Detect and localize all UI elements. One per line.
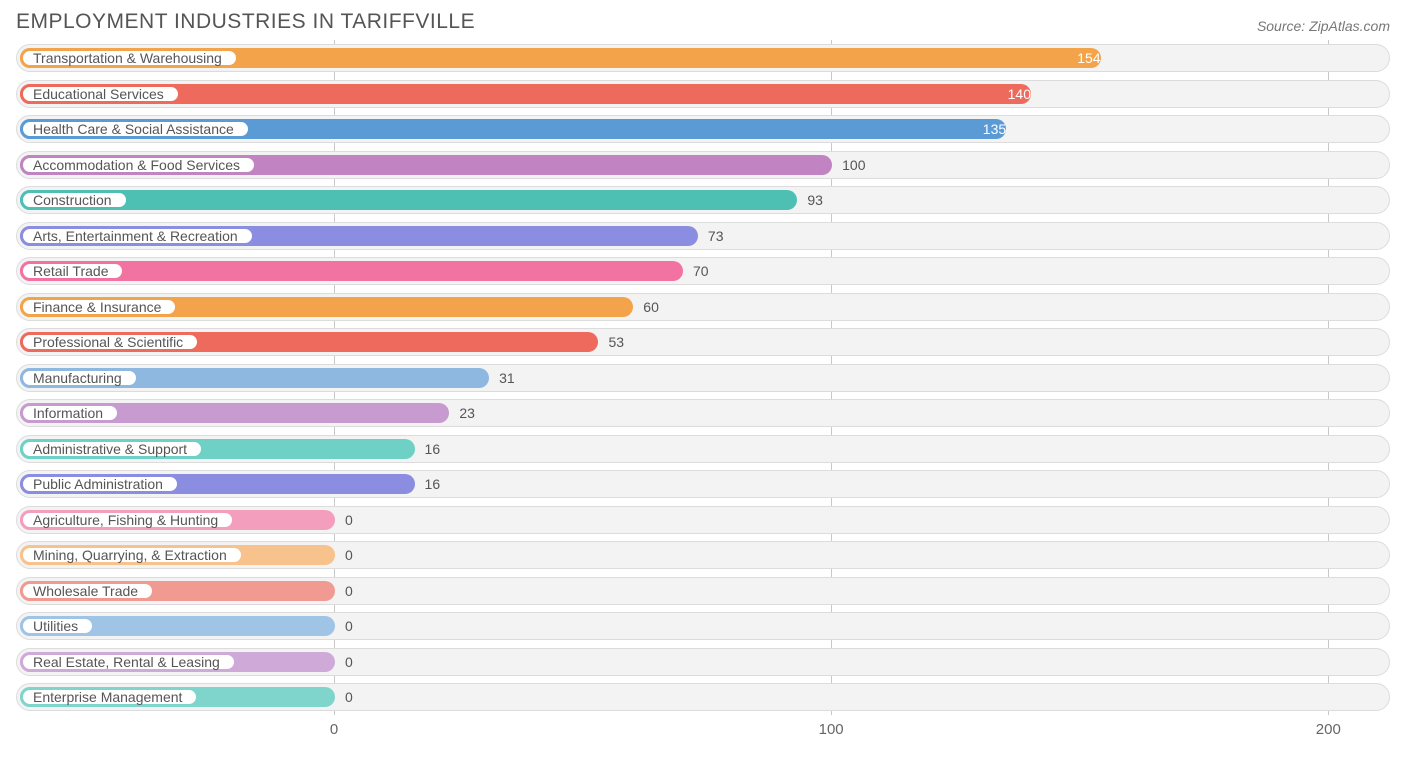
- bar-row: Information 23: [16, 399, 1390, 427]
- bar-value: 60: [643, 294, 659, 320]
- bar-label: Agriculture, Fishing & Hunting: [33, 512, 218, 528]
- bar-value: 154: [20, 45, 1101, 71]
- bar-label: Construction: [33, 192, 112, 208]
- bar-value: 16: [425, 436, 441, 462]
- x-tick: 200: [1316, 721, 1341, 738]
- bar-value: 16: [425, 471, 441, 497]
- bar-value: 73: [708, 223, 724, 249]
- bar-row: Professional & Scientific 53: [16, 328, 1390, 356]
- bar-row: Enterprise Management 0: [16, 683, 1390, 711]
- bar-label-pill: Real Estate, Rental & Leasing: [20, 652, 237, 672]
- bar-row: Construction 93: [16, 186, 1390, 214]
- bar-value: 0: [345, 507, 353, 533]
- bar-value: 0: [345, 578, 353, 604]
- bar-label-pill: Mining, Quarrying, & Extraction: [20, 545, 244, 565]
- bar-value: 70: [693, 258, 709, 284]
- bar-label: Accommodation & Food Services: [33, 157, 240, 173]
- bar-value: 100: [842, 152, 865, 178]
- bar-label: Mining, Quarrying, & Extraction: [33, 547, 227, 563]
- bar-value: 53: [608, 329, 624, 355]
- bar-label-pill: Arts, Entertainment & Recreation: [20, 226, 255, 246]
- chart-area: Transportation & Warehousing154 Education…: [16, 44, 1390, 743]
- bar-row: Retail Trade 70: [16, 257, 1390, 285]
- bar-row: Finance & Insurance 60: [16, 293, 1390, 321]
- bar-label: Real Estate, Rental & Leasing: [33, 654, 220, 670]
- x-tick: 0: [330, 721, 338, 738]
- chart-source: Source: ZipAtlas.com: [1257, 18, 1390, 34]
- x-tick: 100: [819, 721, 844, 738]
- bar-label-pill: Administrative & Support: [20, 439, 204, 459]
- bar-label: Wholesale Trade: [33, 583, 138, 599]
- bar-label-pill: Public Administration: [20, 474, 180, 494]
- bar-row: Administrative & Support 16: [16, 435, 1390, 463]
- bar-row: Educational Services140: [16, 80, 1390, 108]
- bar-row: Real Estate, Rental & Leasing 0: [16, 648, 1390, 676]
- bar-value: 23: [459, 400, 475, 426]
- bar-row: Transportation & Warehousing154: [16, 44, 1390, 72]
- source-name: ZipAtlas.com: [1309, 18, 1390, 34]
- bar-label-pill: Finance & Insurance: [20, 297, 178, 317]
- bar-label: Manufacturing: [33, 370, 122, 386]
- bar-value: 0: [345, 613, 353, 639]
- bar-label-pill: Enterprise Management: [20, 687, 199, 707]
- bar-label-pill: Retail Trade: [20, 261, 125, 281]
- bar-value: 135: [20, 116, 1006, 142]
- bar-label-pill: Manufacturing: [20, 368, 139, 388]
- x-axis: 0 100 200: [16, 719, 1390, 743]
- bar-label: Enterprise Management: [33, 689, 182, 705]
- bar-label: Finance & Insurance: [33, 299, 161, 315]
- bar-label: Information: [33, 405, 103, 421]
- chart-title: EMPLOYMENT INDUSTRIES IN TARIFFVILLE: [16, 10, 475, 34]
- bar-row: Arts, Entertainment & Recreation 73: [16, 222, 1390, 250]
- bar-value: 31: [499, 365, 515, 391]
- bar-row: Accommodation & Food Services 100: [16, 151, 1390, 179]
- bar-row: Wholesale Trade 0: [16, 577, 1390, 605]
- bar-label: Utilities: [33, 618, 78, 634]
- bar-fill: [20, 190, 797, 210]
- bar-value: 140: [20, 81, 1031, 107]
- bar-value: 0: [345, 649, 353, 675]
- bar-row: Utilities 0: [16, 612, 1390, 640]
- bar-label-pill: Agriculture, Fishing & Hunting: [20, 510, 235, 530]
- bar-label: Arts, Entertainment & Recreation: [33, 228, 238, 244]
- bar-label-pill: Utilities: [20, 616, 95, 636]
- bar-row: Mining, Quarrying, & Extraction 0: [16, 541, 1390, 569]
- bar-label-pill: Wholesale Trade: [20, 581, 155, 601]
- bar-label-pill: Information: [20, 403, 120, 423]
- bar-value: 0: [345, 542, 353, 568]
- bar-row: Manufacturing 31: [16, 364, 1390, 392]
- bar-label-pill: Construction: [20, 190, 129, 210]
- bar-label-pill: Professional & Scientific: [20, 332, 200, 352]
- bar-label: Retail Trade: [33, 263, 108, 279]
- bar-label-pill: Accommodation & Food Services: [20, 155, 257, 175]
- bar-row: Health Care & Social Assistance135: [16, 115, 1390, 143]
- bar-row: Public Administration 16: [16, 470, 1390, 498]
- bar-value: 93: [807, 187, 823, 213]
- chart-header: EMPLOYMENT INDUSTRIES IN TARIFFVILLE Sou…: [16, 10, 1390, 34]
- bar-label: Administrative & Support: [33, 441, 187, 457]
- bar-value: 0: [345, 684, 353, 710]
- source-prefix: Source:: [1257, 18, 1309, 34]
- bar-row: Agriculture, Fishing & Hunting 0: [16, 506, 1390, 534]
- bar-label: Professional & Scientific: [33, 334, 183, 350]
- bar-label: Public Administration: [33, 476, 163, 492]
- chart-plot: Transportation & Warehousing154 Education…: [16, 44, 1390, 711]
